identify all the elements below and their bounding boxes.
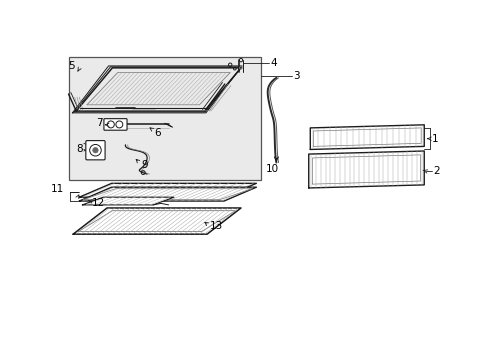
Text: 9: 9 xyxy=(141,160,147,170)
Text: 8: 8 xyxy=(76,144,82,154)
Polygon shape xyxy=(79,183,256,197)
Polygon shape xyxy=(73,208,241,234)
Text: 6: 6 xyxy=(154,128,161,138)
Circle shape xyxy=(93,148,98,153)
Text: 7: 7 xyxy=(96,118,102,128)
Text: 12: 12 xyxy=(91,198,104,208)
Text: 3: 3 xyxy=(293,71,299,81)
FancyBboxPatch shape xyxy=(104,119,127,130)
FancyBboxPatch shape xyxy=(86,141,105,160)
Polygon shape xyxy=(308,151,424,188)
Text: 1: 1 xyxy=(431,134,438,144)
Polygon shape xyxy=(310,125,424,149)
Text: 4: 4 xyxy=(270,58,276,68)
Text: 2: 2 xyxy=(432,166,439,176)
Polygon shape xyxy=(82,197,174,205)
Text: 13: 13 xyxy=(210,221,223,231)
Text: 5: 5 xyxy=(68,61,75,71)
Bar xyxy=(68,57,261,180)
Text: 10: 10 xyxy=(265,165,279,175)
Text: 11: 11 xyxy=(51,184,64,194)
Polygon shape xyxy=(79,187,256,201)
